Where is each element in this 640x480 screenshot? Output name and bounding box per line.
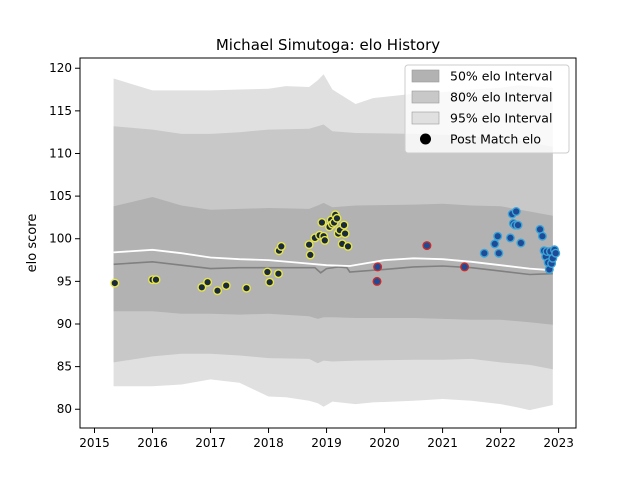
legend-label: Post Match elo	[450, 132, 541, 147]
post-match-points	[110, 206, 561, 296]
post-match-point	[320, 235, 330, 245]
y-tick-label: 80	[57, 402, 72, 416]
y-tick-label: 85	[57, 360, 72, 374]
post-match-point	[265, 277, 275, 287]
y-axis-label: elo score	[25, 214, 40, 273]
legend-swatch	[411, 90, 440, 104]
post-match-point	[304, 240, 314, 250]
post-match-point	[273, 269, 283, 279]
post-match-point	[203, 277, 213, 287]
y-tick-label: 105	[49, 189, 72, 203]
mean-line	[113, 248, 553, 272]
post-match-point	[212, 286, 222, 296]
band-50-area	[113, 197, 553, 325]
y-tick-label: 115	[49, 104, 72, 118]
post-match-point	[551, 248, 561, 258]
post-match-point	[305, 250, 315, 260]
legend-swatch	[411, 111, 440, 125]
legend-swatch	[411, 69, 440, 83]
x-tick-label: 2015	[79, 436, 110, 450]
post-match-point	[241, 283, 251, 293]
post-match-point	[516, 238, 526, 248]
plot-frame	[79, 57, 577, 429]
x-tick-label: 2020	[369, 436, 400, 450]
post-match-point	[262, 267, 272, 277]
post-match-point	[490, 239, 500, 249]
x-tick-label: 2022	[485, 436, 516, 450]
y-tick-label: 110	[49, 146, 72, 160]
post-match-point	[479, 248, 489, 258]
legend-label: 80% elo Interval	[450, 90, 552, 105]
x-tick-label: 2021	[427, 436, 458, 450]
legend-frame	[404, 64, 570, 154]
post-match-point	[460, 262, 470, 272]
y-tick-label: 95	[57, 274, 72, 288]
legend: 50% elo Interval 80% elo Interval 95% elo …	[404, 64, 570, 154]
post-match-point	[505, 233, 515, 243]
y-tick-label: 90	[57, 317, 72, 331]
interval-bands	[113, 74, 553, 411]
post-match-point	[537, 231, 547, 241]
legend-label: 95% elo Interval	[450, 111, 552, 126]
post-match-point	[332, 213, 342, 223]
x-axis: 2015 2016 2017 2018 2019 2020 2021 2022 2023	[79, 428, 574, 450]
legend-label: 50% elo Interval	[450, 69, 552, 84]
post-match-point	[317, 217, 327, 227]
post-match-point	[221, 281, 231, 291]
y-tick-label: 100	[49, 232, 72, 246]
post-match-point	[372, 276, 382, 286]
x-tick-label: 2017	[195, 436, 226, 450]
post-match-point	[197, 282, 207, 292]
post-match-point	[511, 206, 521, 216]
post-match-point	[373, 262, 383, 272]
post-match-point	[343, 241, 353, 251]
post-match-point	[151, 275, 161, 285]
x-tick-label: 2018	[253, 436, 284, 450]
legend-marker	[420, 133, 431, 145]
post-match-point	[110, 278, 120, 288]
post-match-point	[340, 229, 350, 239]
post-match-point	[339, 220, 349, 230]
post-match-point	[513, 220, 523, 230]
x-tick-label: 2023	[543, 436, 574, 450]
y-axis: 80 85 90 95 100 105 110 115 120	[49, 61, 80, 416]
post-match-point	[493, 231, 503, 241]
post-match-point	[494, 248, 504, 258]
post-match-point	[276, 241, 286, 251]
chart-title: Michael Simutoga: elo History	[216, 36, 440, 54]
x-tick-label: 2016	[137, 436, 168, 450]
x-tick-label: 2019	[311, 436, 342, 450]
post-match-point	[422, 241, 432, 251]
y-tick-label: 120	[49, 61, 72, 75]
